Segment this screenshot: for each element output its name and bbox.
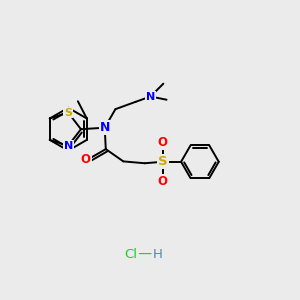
Text: O: O: [81, 153, 91, 166]
Text: S: S: [64, 108, 72, 118]
Text: O: O: [158, 136, 168, 149]
Text: N: N: [100, 121, 110, 134]
Text: N: N: [64, 141, 73, 151]
Text: N: N: [146, 92, 155, 101]
Text: H: H: [152, 248, 162, 260]
Text: O: O: [158, 175, 168, 188]
Text: —: —: [134, 247, 157, 261]
Text: Cl: Cl: [124, 248, 137, 260]
Text: S: S: [158, 155, 168, 168]
